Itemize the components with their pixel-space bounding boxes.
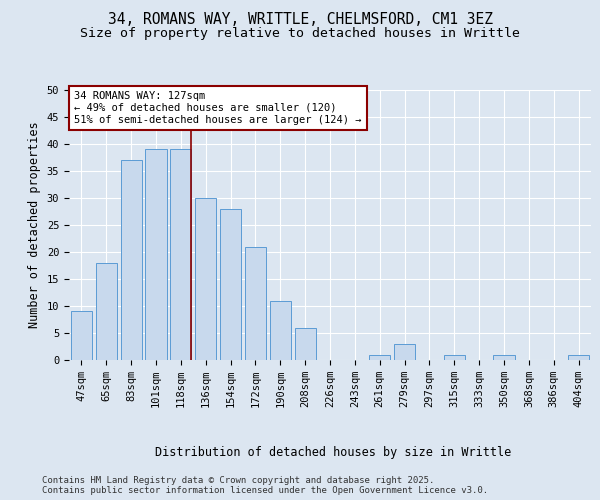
Bar [493, 354, 515, 360]
Bar [444, 354, 465, 360]
Bar [195, 198, 216, 360]
Bar [71, 312, 92, 360]
Bar [245, 246, 266, 360]
Text: 34, ROMANS WAY, WRITTLE, CHELMSFORD, CM1 3EZ: 34, ROMANS WAY, WRITTLE, CHELMSFORD, CM1… [107, 12, 493, 28]
Bar [170, 150, 191, 360]
Y-axis label: Number of detached properties: Number of detached properties [28, 122, 41, 328]
Bar [145, 150, 167, 360]
Text: 34 ROMANS WAY: 127sqm
← 49% of detached houses are smaller (120)
51% of semi-det: 34 ROMANS WAY: 127sqm ← 49% of detached … [74, 92, 362, 124]
Text: Size of property relative to detached houses in Writtle: Size of property relative to detached ho… [80, 28, 520, 40]
Bar [394, 344, 415, 360]
Bar [121, 160, 142, 360]
Bar [568, 354, 589, 360]
Bar [220, 209, 241, 360]
Bar [369, 354, 390, 360]
Bar [270, 300, 291, 360]
Bar [295, 328, 316, 360]
Text: Distribution of detached houses by size in Writtle: Distribution of detached houses by size … [155, 446, 511, 459]
Bar [96, 263, 117, 360]
Text: Contains HM Land Registry data © Crown copyright and database right 2025.
Contai: Contains HM Land Registry data © Crown c… [42, 476, 488, 495]
